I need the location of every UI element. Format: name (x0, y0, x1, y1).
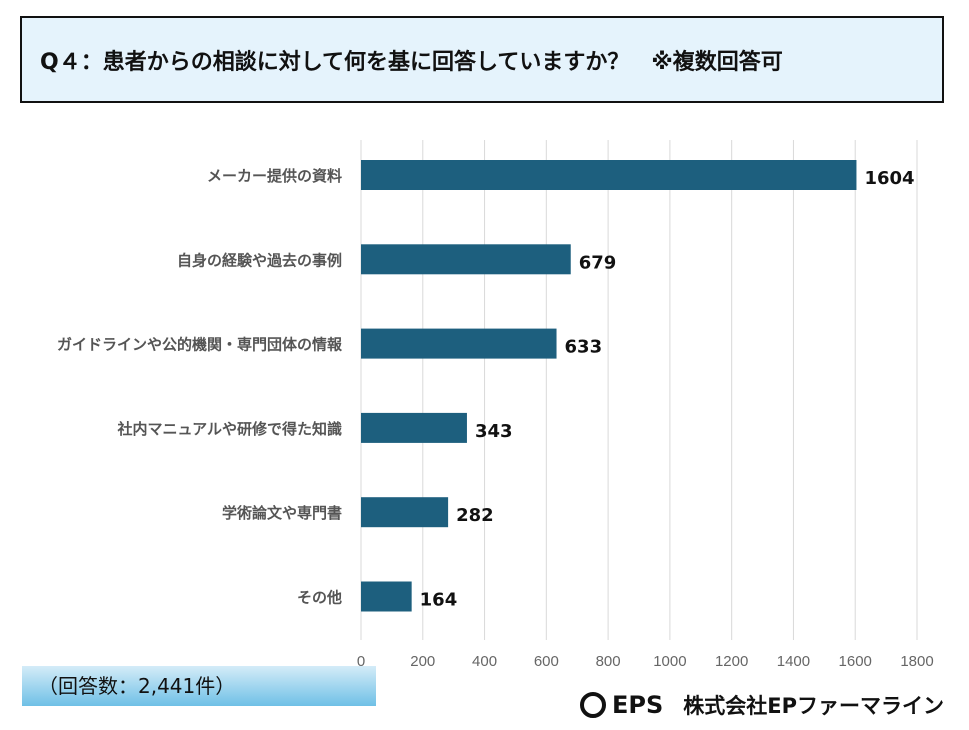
bar (361, 160, 857, 190)
bar (361, 244, 571, 275)
data-label: 633 (565, 337, 603, 358)
category-label: 社内マニュアルや研修で得た知識 (116, 420, 342, 438)
title-box: Q４：患者からの相談に対して何を基に回答していますか？ ※複数回答可 (20, 16, 944, 103)
x-tick-label: 0 (357, 653, 365, 670)
x-tick-label: 1000 (653, 653, 686, 670)
bar (361, 328, 557, 359)
chart-title: Q４：患者からの相談に対して何を基に回答していますか？ ※複数回答可 (40, 50, 783, 75)
data-label: 1604 (864, 168, 914, 189)
category-label: その他 (297, 589, 342, 607)
x-tick-label: 1800 (900, 653, 933, 670)
data-label: 282 (456, 505, 494, 526)
response-count: （回答数：2,441件） (22, 666, 376, 706)
category-label: 学術論文や専門書 (222, 504, 342, 522)
x-tick-label: 600 (534, 653, 559, 670)
x-tick-label: 800 (596, 653, 621, 670)
bar (361, 581, 412, 612)
company-name: 株式会社EPファーマライン (683, 694, 945, 718)
bar (361, 497, 449, 528)
bar-chart: 0 200 400 600 800 1000 1200 1400 1600 1800 メーカー提供の… (57, 140, 934, 670)
x-tick-label: 1200 (715, 653, 748, 670)
x-tick-label: 400 (472, 653, 497, 670)
category-label: 自身の経験や過去の事例 (177, 251, 342, 269)
x-tick-label: 1600 (839, 653, 872, 670)
data-label: 343 (475, 421, 513, 442)
x-tick-label: 200 (410, 653, 435, 670)
logo-mark: EPS (612, 691, 664, 719)
company-logo: EPS 株式会社EPファーマライン (580, 690, 944, 720)
x-tick-label: 1400 (777, 653, 810, 670)
bar (361, 412, 467, 443)
category-label: メーカー提供の資料 (207, 167, 342, 185)
category-label: ガイドラインや公的機関・専門団体の情報 (57, 336, 343, 354)
eps-logo-icon (580, 692, 606, 718)
data-label: 164 (420, 590, 458, 611)
data-label: 679 (579, 252, 617, 273)
